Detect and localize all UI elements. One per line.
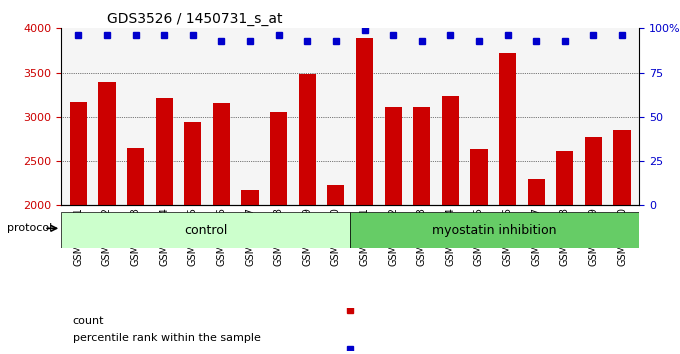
Bar: [70, 102, 87, 205]
Bar: [127, 148, 144, 205]
Bar: [499, 53, 516, 205]
Bar: [241, 190, 258, 205]
Bar: [442, 96, 459, 205]
FancyBboxPatch shape: [61, 212, 350, 248]
Text: percentile rank within the sample: percentile rank within the sample: [73, 333, 260, 343]
Bar: [356, 38, 373, 205]
Bar: [213, 103, 230, 205]
Text: GDS3526 / 1450731_s_at: GDS3526 / 1450731_s_at: [107, 12, 283, 26]
Text: myostatin inhibition: myostatin inhibition: [432, 224, 557, 236]
Bar: [613, 130, 630, 205]
Bar: [384, 107, 402, 205]
Bar: [471, 149, 488, 205]
Bar: [413, 107, 430, 205]
Text: protocol: protocol: [7, 223, 52, 233]
Text: control: control: [184, 224, 227, 236]
Bar: [99, 82, 116, 205]
Bar: [556, 152, 573, 205]
Bar: [528, 179, 545, 205]
Bar: [184, 122, 201, 205]
Bar: [270, 112, 287, 205]
Bar: [327, 185, 345, 205]
Text: count: count: [73, 316, 104, 326]
Bar: [585, 137, 602, 205]
Bar: [156, 98, 173, 205]
Bar: [299, 74, 316, 205]
FancyBboxPatch shape: [350, 212, 639, 248]
